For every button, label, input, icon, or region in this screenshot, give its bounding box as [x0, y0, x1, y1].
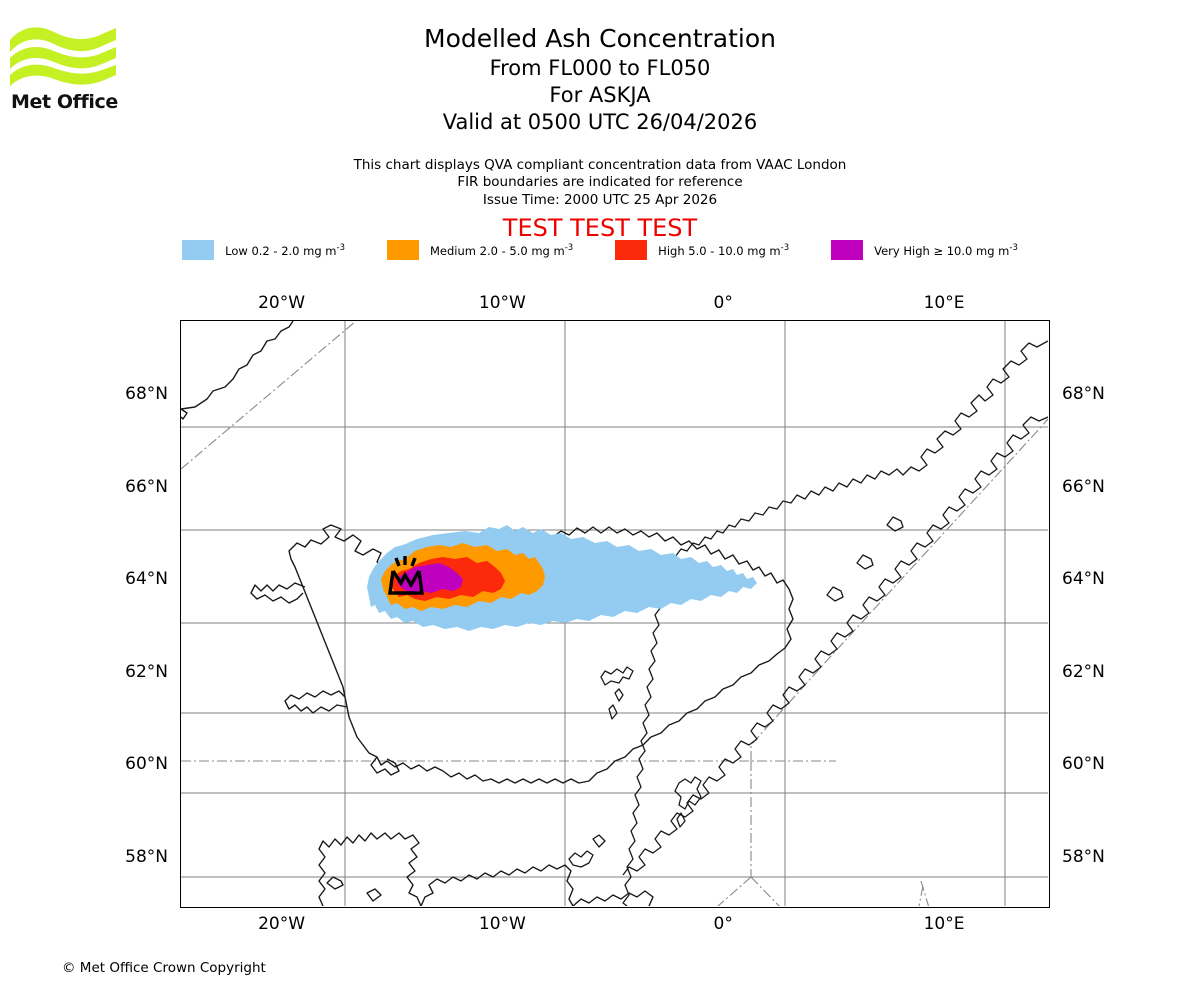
lat-tick-right-62: 62°N [1062, 661, 1105, 682]
lat-tick-left-64: 64°N [125, 569, 168, 590]
legend-swatch-high [615, 240, 648, 260]
volcano-icon [388, 556, 424, 595]
map-plot-area[interactable] [180, 320, 1050, 908]
legend-label-low: Low 0.2 - 2.0 mg m-3 [225, 242, 345, 258]
legend-label-high: High 5.0 - 10.0 mg m-3 [658, 242, 790, 258]
lat-tick-right-64: 64°N [1062, 569, 1105, 590]
lat-tick-right-60: 60°N [1062, 754, 1105, 775]
lat-tick-right-66: 66°N [1062, 476, 1105, 497]
map-gridlines [181, 321, 1048, 906]
lat-tick-left-60: 60°N [125, 754, 168, 775]
lat-tick-left-66: 66°N [125, 476, 168, 497]
lat-tick-right-58: 58°N [1062, 847, 1105, 868]
legend-item-medium: Medium 2.0 - 5.0 mg m-3 [386, 240, 574, 260]
coastline-faroe-islands [600, 666, 634, 720]
volcano-name: For ASKJA [549, 83, 651, 107]
lon-tick-top--20: 20°W [258, 293, 306, 313]
lon-tick-bottom-0: 0° [713, 914, 733, 934]
test-banner: TEST TEST TEST [502, 214, 698, 242]
issue-time: Issue Time: 2000 UTC 25 Apr 2026 [482, 191, 718, 208]
fir-boundary-lines [181, 321, 1048, 906]
lat-tick-left-62: 62°N [125, 661, 168, 682]
qva-note: This chart displays QVA compliant concen… [353, 157, 847, 173]
valid-time: Valid at 0500 UTC 26/04/2026 [442, 110, 758, 134]
chart-title-block: Modelled Ash Concentration From FL000 to… [0, 26, 1200, 139]
coastline-norway [622, 340, 1048, 906]
lon-tick-top-10: 10°E [923, 293, 965, 313]
lon-tick-bottom--10: 10°W [478, 914, 526, 934]
flight-level-range: From FL000 to FL050 [489, 56, 711, 80]
legend-item-high: High 5.0 - 10.0 mg m-3 [615, 240, 789, 260]
legend-swatch-very-high [831, 240, 864, 260]
coastline-scotland [318, 832, 654, 906]
map-svg [181, 321, 1048, 906]
legend-item-very-high: Very High ≥ 10.0 mg m-3 [831, 240, 1018, 260]
lon-tick-bottom--20: 20°W [258, 914, 306, 934]
lon-tick-top-0: 0° [713, 293, 733, 313]
coastline-greenland [181, 321, 294, 420]
ash-plume-contours [367, 525, 757, 631]
met-office-logo-text: Met Office [11, 91, 118, 113]
copyright-notice: © Met Office Crown Copyright [62, 960, 266, 976]
concentration-legend: Low 0.2 - 2.0 mg m-3 Medium 2.0 - 5.0 mg … [0, 240, 1200, 260]
coastline-shetland [674, 776, 702, 828]
legend-swatch-low [182, 240, 215, 260]
lon-tick-top--10: 10°W [478, 293, 526, 313]
plume-contour-very-high [397, 563, 463, 593]
lat-tick-right-68: 68°N [1062, 384, 1105, 405]
chart-subtitle-block: This chart displays QVA compliant concen… [0, 157, 1200, 209]
legend-label-medium: Medium 2.0 - 5.0 mg m-3 [429, 242, 574, 258]
met-office-wave-mark [10, 27, 116, 86]
lon-tick-bottom-10: 10°E [923, 914, 965, 934]
legend-label-very-high: Very High ≥ 10.0 mg m-3 [874, 242, 1018, 258]
legend-swatch-medium [386, 240, 419, 260]
lat-tick-left-68: 68°N [125, 384, 168, 405]
page-title: Modelled Ash Concentration [424, 24, 776, 53]
coastline-orkney [568, 834, 606, 868]
fir-note: FIR boundaries are indicated for referen… [457, 174, 743, 191]
met-office-logo: Met Office [8, 22, 128, 117]
lat-tick-left-58: 58°N [125, 847, 168, 868]
legend-item-low: Low 0.2 - 2.0 mg m-3 [182, 240, 345, 260]
